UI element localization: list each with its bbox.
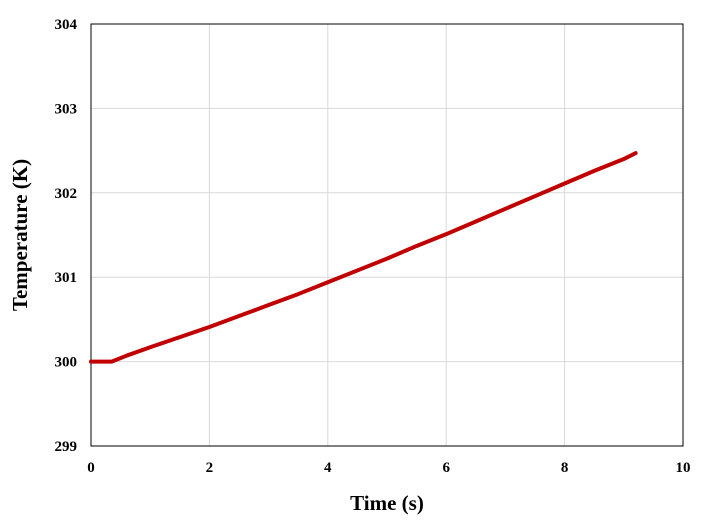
x-tick-label: 0 xyxy=(87,460,95,476)
series-group xyxy=(89,151,638,364)
y-axis-tick-labels: 299 300 301 302 303 304 xyxy=(55,17,78,455)
x-tick-label: 6 xyxy=(442,460,450,476)
y-tick-label: 303 xyxy=(55,101,78,117)
x-tick-label: 2 xyxy=(206,460,214,476)
x-tick-label: 4 xyxy=(324,460,332,476)
y-axis-title: Temperature (K) xyxy=(8,159,32,311)
plot-area-frame xyxy=(90,23,684,447)
grid xyxy=(91,24,683,446)
y-tick-label: 302 xyxy=(55,186,78,202)
x-tick-label: 8 xyxy=(561,460,569,476)
x-axis-title: Time (s) xyxy=(350,491,424,515)
y-tick-label: 301 xyxy=(55,270,78,286)
y-tick-label: 304 xyxy=(55,17,78,33)
x-tick-label: 10 xyxy=(676,460,691,476)
temperature-series-line xyxy=(89,151,638,364)
x-axis-tick-labels: 0 2 4 6 8 10 xyxy=(87,460,690,476)
y-tick-label: 300 xyxy=(55,355,78,371)
y-tick-label: 299 xyxy=(55,439,78,455)
